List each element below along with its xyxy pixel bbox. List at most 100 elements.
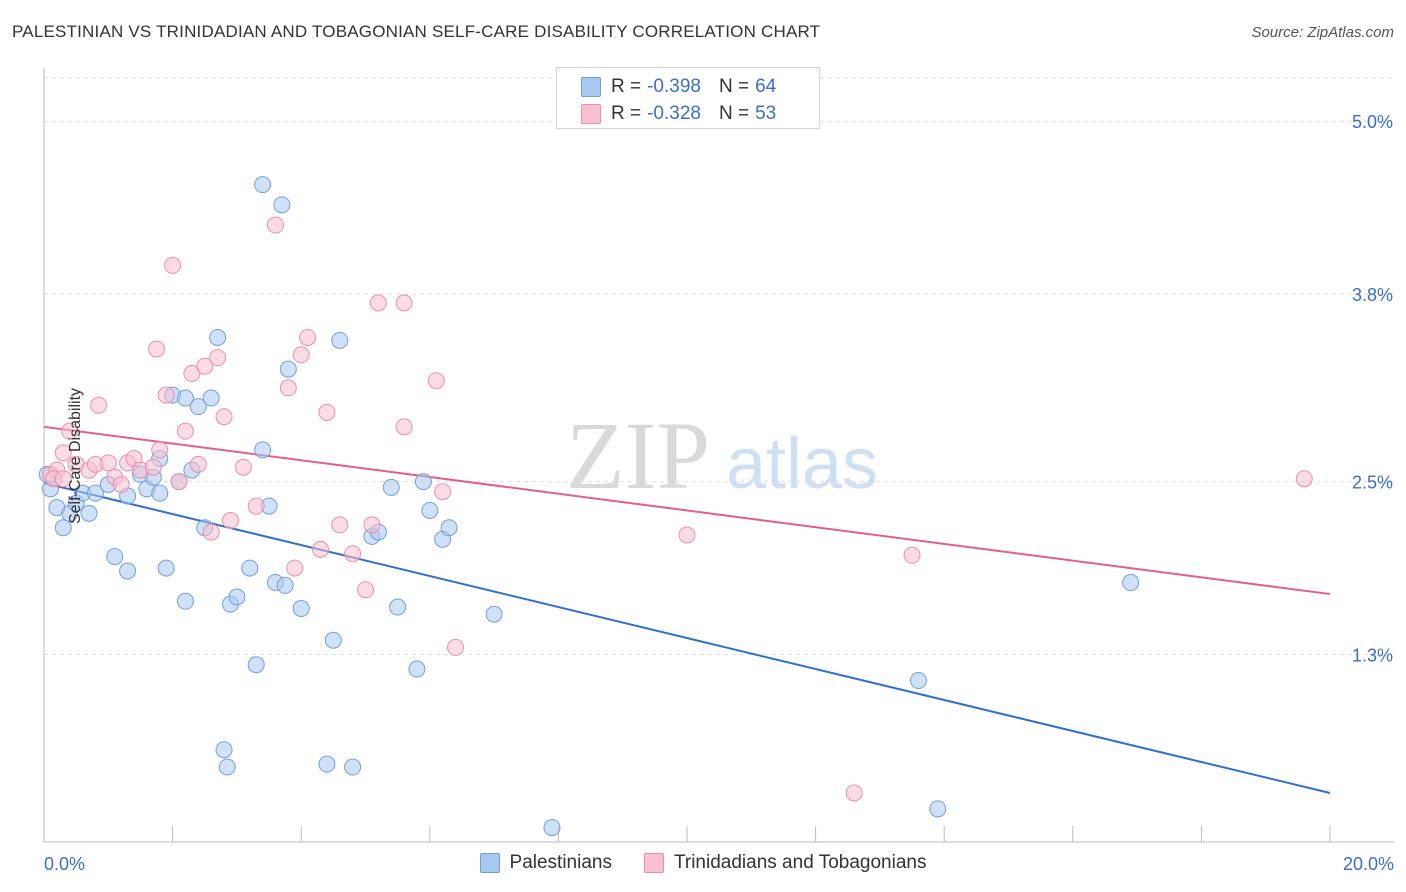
- trinidadian-point: [434, 483, 452, 501]
- trinidadian-point: [279, 379, 297, 397]
- trinidadian-point: [286, 559, 304, 577]
- palestinian-point: [176, 592, 194, 610]
- trinidadian-point: [344, 545, 362, 563]
- palestinian-point: [189, 398, 207, 416]
- palestinian-point: [414, 473, 432, 491]
- trinidadian-point: [164, 256, 182, 274]
- legend-label: Trinidadians and Tobagonians: [673, 852, 927, 873]
- palestinian-point: [382, 478, 400, 496]
- trinidadian-point: [151, 441, 169, 459]
- palestinian-point: [543, 819, 561, 837]
- trinidadian-point: [395, 294, 413, 312]
- palestinian-point: [273, 196, 291, 214]
- trinidadian-point: [331, 516, 349, 534]
- palestinian-point: [344, 758, 362, 776]
- data-points: [38, 176, 1313, 837]
- trinidadian-point: [183, 365, 201, 383]
- r-label: R =: [611, 76, 642, 97]
- watermark-zip: ZIP: [566, 402, 710, 509]
- trinidadian-point: [299, 328, 317, 346]
- palestinian-point: [157, 559, 175, 577]
- trinidadian-point: [112, 476, 130, 494]
- trinidadian-point: [395, 418, 413, 436]
- palestinian-point: [324, 631, 342, 649]
- palestinian-point: [54, 519, 72, 537]
- x-tick-label: 0.0%: [44, 854, 85, 874]
- palestinian-point: [279, 360, 297, 378]
- palestinian-point: [228, 588, 246, 606]
- trinidadian-point: [54, 470, 72, 488]
- r-label: R =: [611, 103, 642, 124]
- series-legend: Palestinians Trinidadians and Tobagonian…: [0, 852, 1406, 874]
- y-tick-label: 5.0%: [1352, 112, 1393, 132]
- palestinian-point: [1122, 574, 1140, 592]
- trinidadian-point: [357, 581, 374, 599]
- palestinian-point: [106, 548, 124, 566]
- trinidadian-point: [266, 216, 284, 234]
- palestinian-trend-line: [43, 482, 1331, 794]
- y-tick-label: 2.5%: [1352, 473, 1393, 493]
- trinidadian-point: [209, 349, 227, 367]
- source-label: Source: ZipAtlas.com: [1251, 24, 1394, 41]
- legend-item-palestinians[interactable]: Palestinians: [479, 852, 612, 874]
- palestinian-point: [218, 758, 236, 776]
- palestinian-point: [276, 576, 294, 594]
- palestinian-point: [209, 328, 227, 346]
- palestinian-point: [176, 389, 194, 407]
- trinidadian-point: [447, 638, 465, 656]
- trinidadian-point: [148, 340, 166, 358]
- trinidadian-point: [234, 458, 252, 476]
- y-tick-label: 3.8%: [1352, 285, 1393, 305]
- trinidadian-point: [678, 526, 696, 544]
- trinidadian-point: [363, 516, 381, 534]
- trinidadian-point: [157, 386, 175, 404]
- trinidadian-point: [292, 346, 310, 364]
- n-value: 64: [755, 76, 777, 97]
- trinidadian-point: [61, 422, 79, 440]
- palestinian-point: [202, 389, 220, 407]
- y-tick-label: 1.3%: [1352, 646, 1393, 666]
- legend-row-trinidadians: R = -0.328 N = 53: [581, 101, 776, 127]
- y-axis-label: Self-Care Disability: [67, 387, 85, 525]
- legend-label: Palestinians: [509, 852, 612, 873]
- palestinian-point: [241, 559, 259, 577]
- trinidadian-point: [99, 454, 117, 472]
- trinidadian-point: [311, 540, 329, 558]
- trinidadian-point: [54, 444, 72, 462]
- legend-item-trinidadians[interactable]: Trinidadians and Tobagonians: [643, 852, 927, 874]
- palestinian-point: [421, 501, 439, 519]
- axes: [43, 68, 1394, 843]
- palestinian-point: [151, 484, 169, 502]
- chart-title: PALESTINIAN VS TRINIDADIAN AND TOBAGONIA…: [12, 22, 821, 41]
- palestinian-point: [389, 598, 407, 616]
- n-label: N =: [718, 76, 750, 97]
- legend-swatch-pink: [581, 104, 601, 124]
- legend-row-palestinians: R = -0.398 N = 64: [581, 74, 776, 100]
- trinidadian-point: [189, 455, 207, 473]
- palestinian-point: [254, 176, 272, 194]
- trinidadian-point: [170, 473, 188, 491]
- palestinian-point: [247, 656, 265, 674]
- trinidadian-point: [1295, 470, 1313, 488]
- trinidadian-point: [318, 403, 336, 421]
- trinidadian-point: [176, 422, 194, 440]
- palestinian-point: [909, 672, 927, 690]
- r-value: -0.328: [647, 103, 701, 124]
- tick-labels: 1.3% 2.5% 3.8% 5.0% 0.0% 20.0%: [44, 112, 1394, 874]
- trinidadian-point: [90, 396, 108, 414]
- palestinian-point: [119, 562, 137, 580]
- r-value: -0.398: [647, 76, 701, 97]
- palestinian-point: [318, 755, 336, 773]
- palestinian-point: [929, 800, 947, 818]
- legend-swatch-blue: [581, 77, 601, 97]
- trinidadian-point: [845, 784, 863, 802]
- n-value: 53: [755, 103, 777, 124]
- palestinian-point: [440, 519, 458, 537]
- trinidadian-point: [196, 357, 214, 375]
- palestinian-point: [215, 741, 233, 759]
- palestinian-point: [485, 605, 503, 623]
- legend-swatch-pink: [643, 853, 664, 873]
- palestinian-point: [254, 441, 272, 459]
- palestinian-point: [80, 504, 98, 522]
- palestinian-point: [408, 660, 426, 678]
